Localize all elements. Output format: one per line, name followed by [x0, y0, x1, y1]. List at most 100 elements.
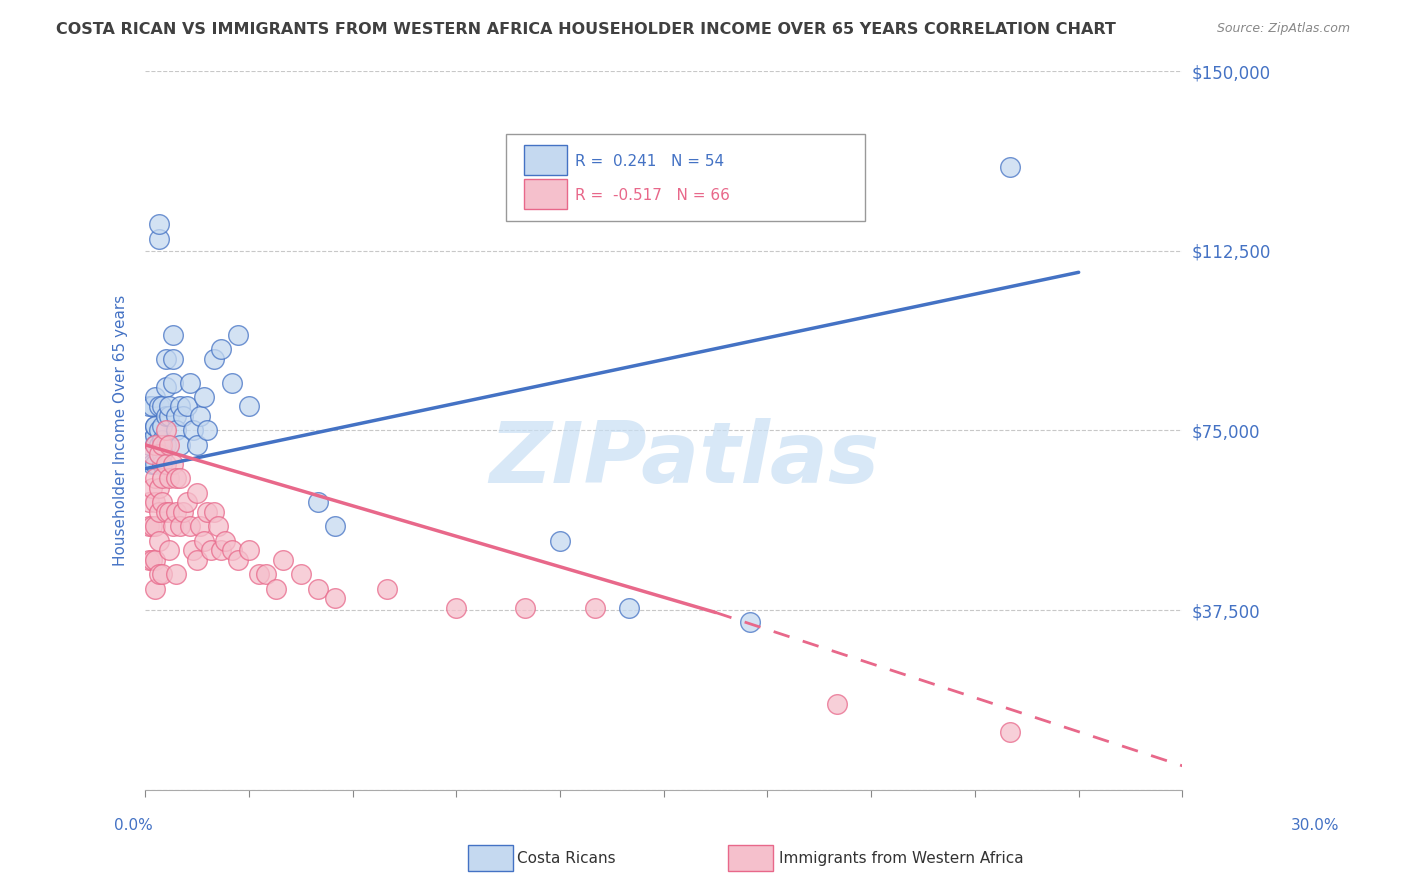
Point [138, 495, 160, 509]
Point [176, 400, 198, 414]
Point [238, 400, 260, 414]
Point [515, 600, 537, 615]
Point [148, 438, 170, 452]
Point [169, 471, 191, 485]
Point [150, 400, 173, 414]
Point [169, 400, 191, 414]
Point [141, 400, 163, 414]
Point [172, 505, 194, 519]
Point [138, 400, 160, 414]
Point [148, 400, 170, 414]
Text: 30.0%: 30.0% [1291, 818, 1339, 832]
Point [186, 485, 208, 500]
Point [179, 519, 201, 533]
Point [155, 505, 177, 519]
Point [145, 418, 167, 433]
Text: Costa Ricans: Costa Ricans [517, 851, 616, 865]
Point [150, 567, 173, 582]
Point [148, 533, 170, 548]
Point [617, 600, 640, 615]
Point [179, 376, 201, 390]
Point [162, 519, 184, 533]
Point [165, 424, 187, 438]
Point [145, 471, 167, 485]
Point [162, 457, 184, 471]
Point [193, 390, 215, 404]
Point [150, 438, 173, 452]
Point [266, 582, 288, 596]
Point [190, 519, 212, 533]
Point [165, 471, 187, 485]
Point [998, 160, 1021, 174]
Point [202, 505, 225, 519]
Point [169, 438, 191, 452]
Point [583, 600, 606, 615]
Point [155, 351, 177, 366]
Point [145, 438, 167, 452]
Point [138, 519, 160, 533]
Point [183, 543, 205, 558]
Point [228, 327, 250, 342]
Point [145, 428, 167, 442]
Point [157, 409, 180, 423]
Point [138, 438, 160, 452]
Point [202, 351, 225, 366]
Point [145, 519, 167, 533]
Point [825, 697, 848, 711]
Point [150, 457, 173, 471]
Point [228, 553, 250, 567]
Point [172, 409, 194, 423]
Point [186, 553, 208, 567]
Point [148, 481, 170, 495]
Point [162, 351, 184, 366]
Point [145, 582, 167, 596]
Point [290, 567, 312, 582]
Point [157, 438, 180, 452]
Point [165, 567, 187, 582]
Point [183, 424, 205, 438]
Text: Source: ZipAtlas.com: Source: ZipAtlas.com [1216, 22, 1350, 36]
Point [145, 553, 167, 567]
Point [155, 457, 177, 471]
Point [141, 457, 163, 471]
Point [165, 409, 187, 423]
Point [221, 543, 243, 558]
Point [150, 447, 173, 461]
Point [141, 433, 163, 447]
Point [190, 409, 212, 423]
Text: Immigrants from Western Africa: Immigrants from Western Africa [779, 851, 1024, 865]
Point [150, 471, 173, 485]
Point [209, 543, 232, 558]
Point [148, 447, 170, 461]
Point [169, 519, 191, 533]
Point [141, 447, 163, 461]
Point [157, 471, 180, 485]
Point [200, 543, 222, 558]
Point [148, 424, 170, 438]
Point [548, 533, 571, 548]
Point [150, 433, 173, 447]
Point [141, 519, 163, 533]
Point [162, 327, 184, 342]
Point [138, 553, 160, 567]
Point [307, 495, 329, 509]
Point [155, 438, 177, 452]
Point [148, 567, 170, 582]
Point [155, 380, 177, 394]
Point [214, 533, 236, 548]
Point [186, 438, 208, 452]
Point [193, 533, 215, 548]
Point [323, 591, 346, 606]
Point [157, 400, 180, 414]
Point [148, 232, 170, 246]
Point [157, 543, 180, 558]
Point [141, 553, 163, 567]
Point [155, 409, 177, 423]
Point [141, 481, 163, 495]
Point [207, 519, 229, 533]
Point [195, 424, 218, 438]
Text: R =  -0.517   N = 66: R = -0.517 N = 66 [575, 188, 730, 203]
Point [238, 543, 260, 558]
Point [998, 725, 1021, 739]
Point [148, 447, 170, 461]
